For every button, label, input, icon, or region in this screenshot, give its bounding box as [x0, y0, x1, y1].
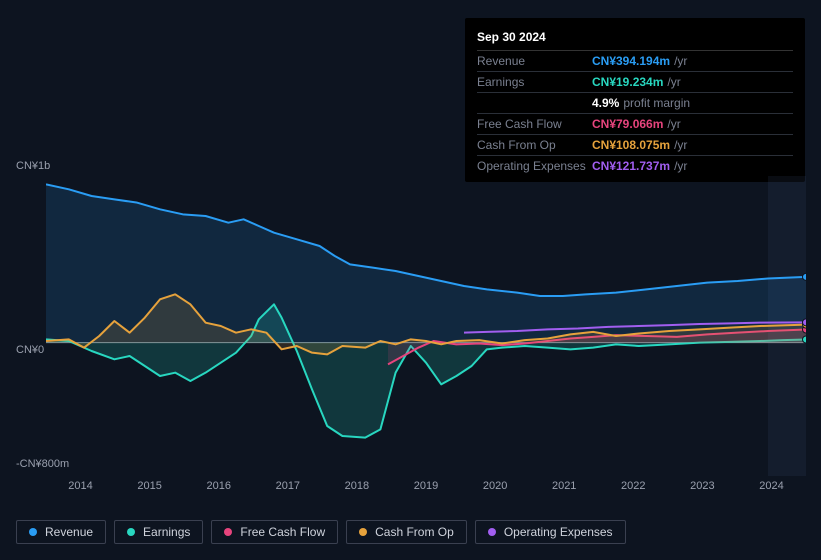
tooltip-row-unit: /yr	[667, 73, 680, 91]
x-tick-label: 2014	[46, 480, 115, 492]
tooltip-row-unit: /yr	[667, 115, 680, 133]
legend-item-operating-expenses[interactable]: Operating Expenses	[475, 520, 626, 544]
tooltip-row-value: CN¥79.066m	[592, 115, 663, 133]
x-tick-label: 2021	[530, 480, 599, 492]
tooltip-row: EarningsCN¥19.234m/yr	[477, 72, 793, 93]
x-tick-label: 2022	[599, 480, 668, 492]
tooltip-row-label	[477, 94, 592, 112]
legend-dot-icon	[359, 528, 367, 536]
tooltip-row: RevenueCN¥394.194m/yr	[477, 51, 793, 72]
legend-item-revenue[interactable]: Revenue	[16, 520, 106, 544]
legend-item-cash-from-op[interactable]: Cash From Op	[346, 520, 467, 544]
tooltip-row: Free Cash FlowCN¥79.066m/yr	[477, 114, 793, 135]
legend-label: Revenue	[45, 525, 93, 539]
legend-item-earnings[interactable]: Earnings	[114, 520, 203, 544]
series-endpoint-earnings	[803, 336, 807, 343]
x-tick-label: 2024	[737, 480, 806, 492]
x-tick-label: 2023	[668, 480, 737, 492]
legend-label: Free Cash Flow	[240, 525, 325, 539]
tooltip-row-label: Free Cash Flow	[477, 115, 592, 133]
legend-dot-icon	[29, 528, 37, 536]
tooltip-row-value: CN¥19.234m	[592, 73, 663, 91]
tooltip-row: 4.9%profit margin	[477, 93, 793, 114]
x-tick-label: 2015	[115, 480, 184, 492]
tooltip-row-unit: profit margin	[623, 94, 690, 112]
x-axis: 2014201520162017201820192020202120222023…	[46, 480, 806, 492]
tooltip-row: Cash From OpCN¥108.075m/yr	[477, 135, 793, 156]
legend-dot-icon	[488, 528, 496, 536]
legend-dot-icon	[224, 528, 232, 536]
financials-chart: CN¥1b CN¥0 -CN¥800m 20142015201620172018…	[16, 160, 806, 500]
chart-svg[interactable]	[46, 176, 806, 476]
tooltip-row-unit: /yr	[674, 52, 687, 70]
tooltip-row-value: 4.9%	[592, 94, 619, 112]
series-endpoint-operating-expenses	[803, 319, 807, 326]
tooltip-date: Sep 30 2024	[477, 24, 793, 51]
x-tick-label: 2016	[184, 480, 253, 492]
tooltip-row-label: Cash From Op	[477, 136, 592, 154]
series-endpoint-revenue	[803, 273, 807, 280]
x-tick-label: 2020	[461, 480, 530, 492]
legend: Revenue Earnings Free Cash Flow Cash From O…	[16, 520, 626, 544]
tooltip-row-unit: /yr	[674, 136, 687, 154]
legend-dot-icon	[127, 528, 135, 536]
legend-label: Cash From Op	[375, 525, 454, 539]
y-label-top: CN¥1b	[16, 160, 50, 172]
tooltip-row-label: Earnings	[477, 73, 592, 91]
legend-label: Operating Expenses	[504, 525, 613, 539]
x-tick-label: 2019	[391, 480, 460, 492]
y-label-zero: CN¥0	[16, 344, 44, 356]
data-tooltip: Sep 30 2024 RevenueCN¥394.194m/yrEarning…	[465, 18, 805, 182]
tooltip-row-label: Revenue	[477, 52, 592, 70]
x-tick-label: 2018	[322, 480, 391, 492]
x-tick-label: 2017	[253, 480, 322, 492]
tooltip-row-value: CN¥108.075m	[592, 136, 670, 154]
tooltip-row-value: CN¥394.194m	[592, 52, 670, 70]
legend-label: Earnings	[143, 525, 190, 539]
legend-item-free-cash-flow[interactable]: Free Cash Flow	[211, 520, 338, 544]
